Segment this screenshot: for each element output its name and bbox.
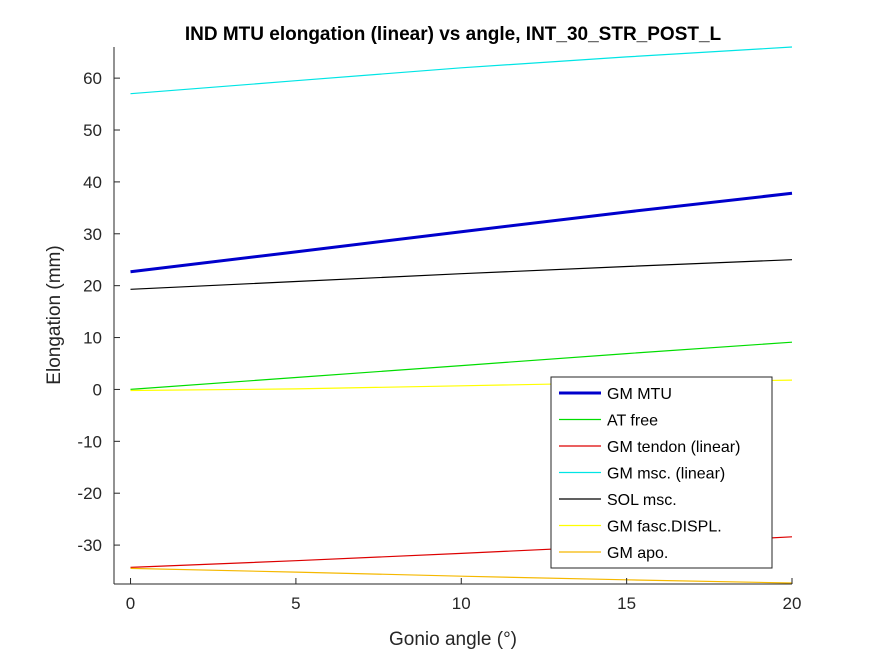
legend-label-sol-msc-: SOL msc. <box>607 492 677 509</box>
x-tick-label: 15 <box>617 594 636 613</box>
series-line-sol-msc- <box>130 259 793 290</box>
legend-label-gm-fasc-displ-: GM fasc.DISPL. <box>607 519 722 536</box>
y-tick-label: 30 <box>83 225 102 244</box>
series-line-gm-msc-linear- <box>130 46 793 95</box>
y-axis-label: Elongation (mm) <box>44 245 65 384</box>
legend-label-at-free: AT free <box>607 413 658 430</box>
series-line-at-free <box>130 341 793 390</box>
y-tick-label: -20 <box>77 484 102 503</box>
ticks-layer: 0 5 10 15 20 -30 -20 -10 0 10 20 30 40 50 60 <box>77 69 801 613</box>
x-tick-label: 5 <box>291 594 300 613</box>
y-tick-label: 40 <box>83 173 102 192</box>
legend-label-gm-tendon-linear-: GM tendon (linear) <box>607 439 740 456</box>
x-tick-label: 10 <box>452 594 471 613</box>
legend-label-gm-mtu: GM MTU <box>607 386 672 403</box>
y-tick-label: 20 <box>83 277 102 296</box>
legend-label-gm-msc-linear-: GM msc. (linear) <box>607 466 725 483</box>
axes-layer <box>113 47 792 585</box>
y-tick-label: -30 <box>77 536 102 555</box>
y-tick-label: 60 <box>83 69 102 88</box>
x-tick-label: 0 <box>126 594 135 613</box>
series-line-gm-mtu <box>130 191 793 274</box>
series-layer <box>130 46 793 584</box>
y-tick-label: -10 <box>77 432 102 451</box>
y-tick-label: 50 <box>83 121 102 140</box>
x-axis-label: Gonio angle (°) <box>389 629 517 650</box>
x-tick-label: 20 <box>783 594 802 613</box>
chart-title: IND MTU elongation (linear) vs angle, IN… <box>185 24 722 45</box>
y-tick-label: 0 <box>93 380 102 399</box>
series-line-gm-apo- <box>130 567 793 584</box>
legend: GM MTU AT free GM tendon (linear) GM msc. (… <box>550 376 773 569</box>
legend-label-gm-apo-: GM apo. <box>607 545 668 562</box>
y-tick-label: 10 <box>83 329 102 348</box>
